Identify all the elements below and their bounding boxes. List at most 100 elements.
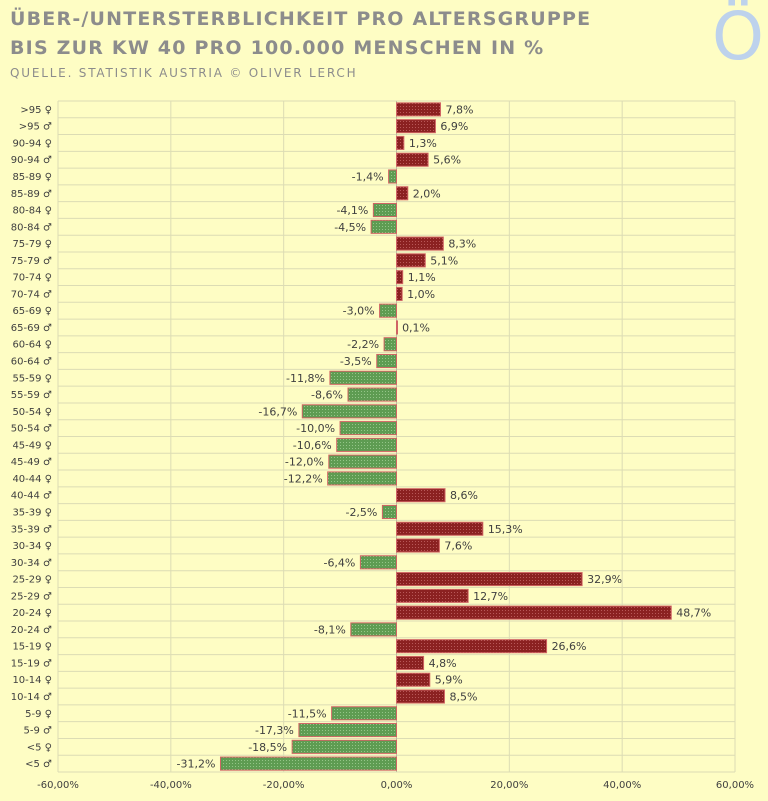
data-label: -31,2% [177,758,216,771]
data-label: 7,8% [446,103,474,116]
data-label: -10,6% [293,439,332,452]
category-label: 70-74 ♂ [11,289,52,300]
bar-positive [396,270,404,285]
bar-negative [329,370,398,385]
data-label: -2,5% [345,506,377,519]
bar-negative [347,387,397,402]
bar-positive [396,320,398,335]
data-label: -17,3% [255,724,294,737]
category-label: >95 ♀ [20,105,52,116]
bar-negative [376,353,398,369]
bar-negative [327,471,397,486]
data-label: -8,6% [311,389,343,402]
bar-positive [396,639,548,654]
bar-positive [396,672,431,687]
bar-positive [396,102,442,117]
data-label: -6,4% [323,556,355,569]
data-label: 2,0% [413,187,441,200]
category-label: 75-79 ♀ [12,239,52,250]
bar-positive [396,605,672,620]
data-label: 5,6% [433,154,461,167]
data-label: 6,9% [440,120,468,133]
category-label: 35-39 ♂ [11,524,52,535]
category-label: 30-34 ♂ [11,558,52,569]
category-label: 15-19 ♀ [12,642,52,653]
data-label: 1,3% [409,137,437,150]
category-label: 80-84 ♀ [12,206,52,217]
x-tick-label: 0,00% [381,780,413,791]
category-label: 65-69 ♀ [12,306,52,317]
bar-positive [396,135,405,150]
data-label: -3,0% [343,305,375,318]
data-label: -4,5% [334,221,366,234]
o-umlaut-logo: Ö [712,0,764,75]
bar-negative [219,756,397,771]
data-label: -1,4% [352,170,384,183]
bar-positive [396,588,469,603]
chart-source: QUELLE. STATISTIK AUSTRIA © OLIVER LERCH [10,66,358,80]
data-label: 32,9% [587,573,622,586]
category-label: 75-79 ♂ [11,256,52,267]
data-label: -12,0% [285,456,324,469]
data-label: -2,2% [347,338,379,351]
x-tick-label: 60,00% [716,780,754,791]
category-label: >95 ♂ [19,122,52,133]
bar-positive [396,152,429,167]
bar-positive [396,186,409,201]
data-label: 5,1% [430,254,458,267]
category-label: 20-24 ♀ [12,608,52,619]
bar-negative [301,404,398,419]
bar-negative [339,421,398,436]
data-label: 4,8% [429,657,457,670]
data-label: -16,7% [258,405,297,418]
bar-positive [396,655,425,671]
category-label: 45-49 ♀ [12,440,52,451]
category-label: 60-64 ♂ [11,357,52,368]
grid-layer [57,100,736,773]
bar-negative [379,303,398,318]
category-label: 5-9 ♀ [25,709,52,720]
bar-positive [396,286,403,301]
bar-positive [396,538,440,553]
bar-negative [370,219,397,234]
bars-layer [219,102,672,771]
labels-layer: -60,00% -40,00% -20,00% 0,00% 20,00% 40,00% 60… [11,103,754,791]
data-label: 8,6% [450,489,478,502]
bar-negative [383,337,398,352]
data-label: -4,1% [336,204,368,217]
category-label: 55-59 ♀ [12,373,52,384]
category-label: 40-44 ♂ [11,491,52,502]
data-label: -11,8% [286,372,325,385]
data-label: 1,1% [408,271,436,284]
category-label: 85-89 ♀ [12,172,52,183]
category-label: 20-24 ♂ [11,625,52,636]
category-label: 25-29 ♀ [12,575,52,586]
bar-negative [336,437,397,452]
data-label: 8,3% [448,238,476,251]
x-tick-label: -20,00% [263,780,305,791]
category-label: 50-54 ♂ [11,424,52,435]
chart-title-line2: BIS ZUR KW 40 PRO 100.000 MENSCHEN IN % [10,37,545,59]
x-tick-label: 40,00% [603,780,641,791]
bar-negative [291,739,398,754]
bar-negative [359,555,398,570]
category-label: 40-44 ♀ [12,474,52,485]
category-label: 10-14 ♀ [12,675,52,686]
x-tick-label: -60,00% [37,780,79,791]
data-label: 0,1% [402,321,430,334]
x-tick-label: -40,00% [150,780,192,791]
category-label: 60-64 ♀ [12,340,52,351]
bar-negative [372,202,398,218]
data-label: -12,2% [284,472,323,485]
category-label: 35-39 ♀ [12,507,52,518]
data-label: 8,5% [449,691,477,704]
bar-positive [396,119,436,134]
chart-title-line1: ÜBER-/UNTERSTERBLICHKEIT PRO ALTERSGRUPP… [10,8,592,30]
category-label: 50-54 ♀ [12,407,52,418]
category-label: 70-74 ♀ [12,273,52,284]
bar-negative [350,622,397,637]
bar-positive [396,689,445,704]
category-label: 55-59 ♂ [11,390,52,401]
data-label: -18,5% [248,741,287,754]
